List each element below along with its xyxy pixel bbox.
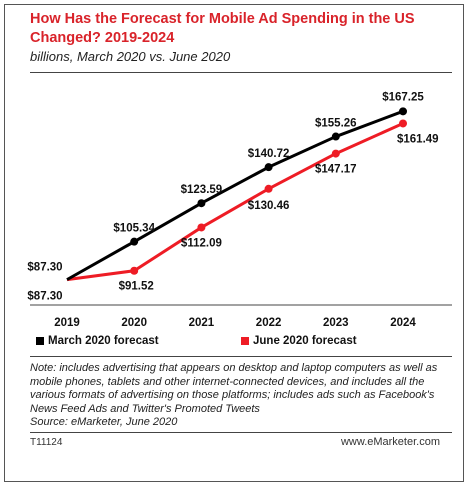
legend-label-june: June 2020 forecast: [253, 335, 357, 347]
data-point-june-2023: [331, 149, 340, 158]
data-label-june-2022: $130.46: [248, 200, 290, 212]
top-divider: [30, 72, 452, 73]
data-point-march-2023: [331, 132, 340, 141]
data-label-march-2021: $123.59: [181, 184, 223, 196]
chart-title: How Has the Forecast for Mobile Ad Spend…: [30, 11, 415, 46]
footer-divider: [30, 432, 452, 433]
x-tick-label-2020: 2020: [121, 317, 147, 329]
brand-link[interactable]: www.eMarketer.com: [340, 436, 440, 448]
chart-id: T11124: [30, 437, 63, 448]
series-line-june: [66, 122, 404, 282]
data-point-march-2024: [399, 107, 407, 116]
footnote: Note: includes advertising that appears …: [30, 362, 450, 430]
x-tick-label-2024: 2024: [390, 317, 416, 329]
x-tick-label-2022: 2022: [256, 317, 282, 329]
data-label-march-2023: $155.26: [315, 118, 357, 130]
source-text: Source: eMarketer, June 2020: [30, 416, 178, 429]
legend-swatch-june: [241, 337, 249, 345]
chart-frame: [4, 4, 464, 482]
data-label-march-2024: $167.25: [382, 91, 424, 103]
legend-swatch-march: [36, 337, 44, 345]
data-point-june-2022: [264, 184, 273, 193]
series-line-march: [66, 109, 404, 281]
chart-subtitle: billions, March 2020 vs. June 2020: [30, 49, 231, 64]
data-label-june-2023: $147.17: [315, 164, 357, 176]
data-label-march-2020: $105.34: [113, 223, 155, 235]
data-point-june-2020: [130, 266, 139, 275]
data-label-june-2024: $161.49: [397, 133, 439, 145]
data-label-march-2022: $140.72: [248, 148, 290, 160]
data-label-june-2021: $112.09: [181, 237, 222, 249]
data-label-june-2019: $87.30: [27, 291, 62, 303]
data-point-march-2020: [130, 237, 139, 246]
data-point-june-2024: [399, 119, 407, 128]
note-text: Note: includes advertising that appears …: [30, 362, 438, 415]
data-point-march-2022: [264, 163, 273, 172]
legend-item-june: June 2020 forecast: [241, 335, 357, 347]
legend-divider: [30, 356, 452, 357]
x-tick-label-2021: 2021: [189, 317, 215, 329]
data-point-june-2021: [197, 223, 206, 232]
data-label-march-2019: $87.30: [27, 262, 62, 274]
data-label-june-2020: $91.52: [119, 281, 154, 293]
x-tick-label-2023: 2023: [323, 317, 349, 329]
data-point-march-2021: [197, 199, 206, 208]
legend-item-march: March 2020 forecast: [36, 335, 159, 347]
legend-label-march: March 2020 forecast: [48, 335, 159, 347]
x-tick-label-2019: 2019: [54, 317, 80, 329]
